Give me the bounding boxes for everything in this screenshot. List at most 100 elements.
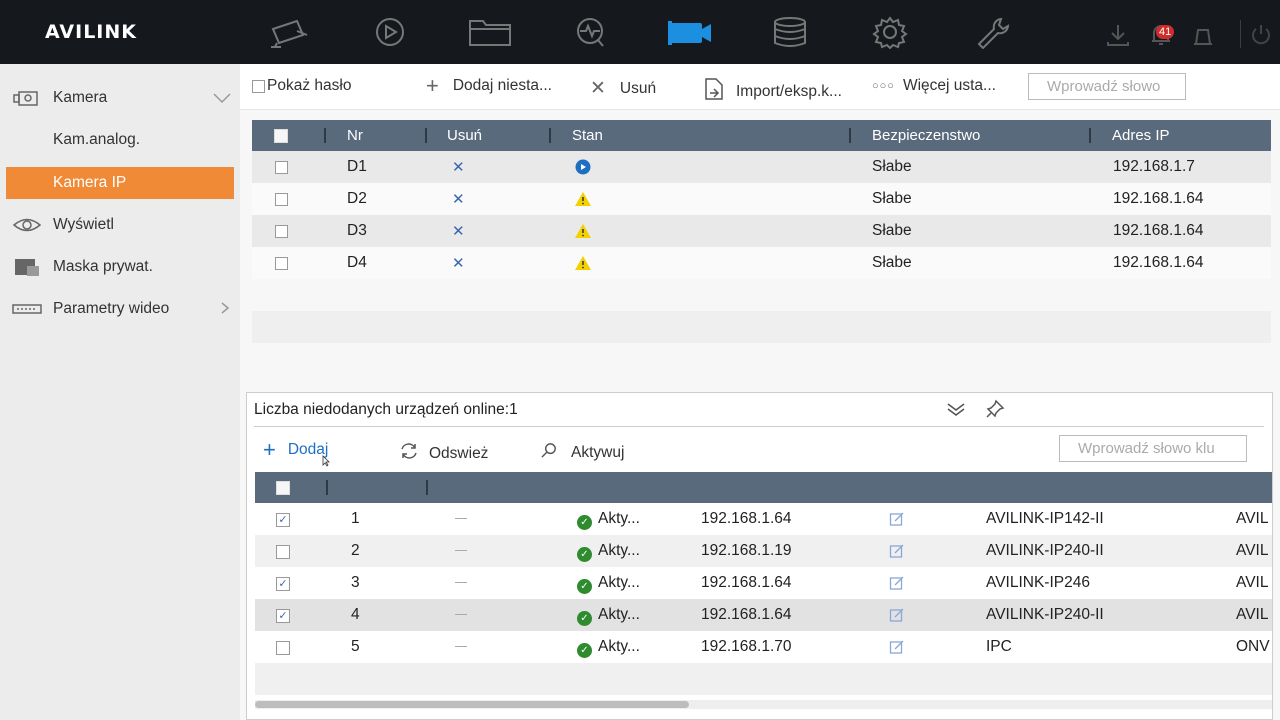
live-view-camera-icon[interactable] [262,12,318,52]
pin-icon[interactable] [985,399,1005,424]
add-device-button[interactable]: + Dodaj [263,439,329,461]
warning-icon[interactable] [574,223,592,244]
refresh-button[interactable]: Odswież [399,441,488,466]
sidebar-item-ip-camera[interactable]: Kamera IP [6,167,234,199]
delete-icon[interactable]: ✕ [452,191,465,208]
more-settings-button[interactable]: ○○○ Więcej usta... [872,77,996,95]
edit-icon[interactable] [889,511,905,527]
select-all-checkbox[interactable] [276,481,290,495]
warning-icon[interactable] [574,255,592,276]
divider [254,426,1264,427]
settings-icon[interactable] [862,12,918,52]
row-checkbox[interactable]: ✓ [276,609,290,623]
row-checkbox[interactable]: ✓ [276,513,290,527]
video-params-icon [12,298,42,320]
edit-icon[interactable] [889,639,905,655]
row-checkbox[interactable] [275,161,288,174]
row-checkbox[interactable] [275,193,288,206]
column-divider [1089,128,1091,143]
sidebar-item-video-params[interactable]: Parametry wideo [0,292,240,326]
edit-icon[interactable] [889,543,905,559]
check-icon: ✓ [577,547,592,562]
delete-button[interactable]: ✕ Usuń [590,77,656,100]
row-number: 1 [351,510,360,527]
delete-icon[interactable]: ✕ [452,223,465,240]
check-icon: ✓ [577,611,592,626]
sidebar-item-privacy-mask[interactable]: Maska prywat. [0,250,240,284]
delete-icon[interactable]: ✕ [452,159,465,176]
column-header-ip[interactable]: Adres IP [1112,127,1170,144]
security-value: Słabe [872,222,912,239]
eye-icon [12,214,42,236]
camera-management-icon[interactable] [662,12,718,52]
table-row[interactable]: D3 ✕ Słabe 192.168.1.64 [252,215,1271,247]
row-number: 2 [351,542,360,559]
table-row[interactable]: D1 ✕ Słabe 192.168.1.7 [252,151,1271,183]
row-checkbox[interactable] [275,225,288,238]
column-header-nr[interactable]: Nr [347,127,363,144]
add-label: Dodaj [287,441,329,458]
select-all-checkbox[interactable] [274,129,288,143]
edit-icon[interactable] [889,607,905,623]
empty-row [252,311,1271,343]
row-number: 3 [351,574,360,591]
search-icon [540,441,559,465]
empty-row [252,279,1271,311]
download-icon[interactable] [1105,22,1131,48]
playback-icon[interactable] [362,12,418,52]
collapse-icon[interactable] [946,401,966,422]
row-checkbox[interactable]: ✓ [276,577,290,591]
row-checkbox[interactable] [276,641,290,655]
device-model: AVILINK-IP142-II [986,510,1104,527]
table-row[interactable]: D4 ✕ Słabe 192.168.1.64 [252,247,1271,279]
table-row[interactable]: 2 ✓ Akty... 192.168.1.19 AVILINK-IP240-II… [255,535,1272,567]
add-custom-label: Dodaj niesta... [452,77,552,94]
column-header-status[interactable]: Stan [572,127,603,144]
security-value: Słabe [872,190,912,207]
row-checkbox[interactable] [275,257,288,270]
delete-icon[interactable]: ✕ [452,255,465,272]
scrollbar-thumb[interactable] [255,701,689,708]
play-status-icon[interactable] [575,159,591,180]
horizontal-scrollbar[interactable] [255,700,1272,709]
file-management-icon[interactable] [462,12,518,52]
ip-address: 192.168.1.64 [701,574,792,591]
checkbox[interactable] [252,79,265,93]
row-checkbox[interactable] [276,545,290,559]
row-number: 5 [351,638,360,655]
sidebar-item-analog-camera[interactable]: Kam.analog. [0,123,240,157]
chevron-down-icon [212,88,232,109]
top-navigation-bar: AVILINK 41 [0,0,1280,64]
import-export-button[interactable]: Import/eksp.k... [702,77,842,106]
table-row[interactable]: D2 ✕ Słabe 192.168.1.64 [252,183,1271,215]
sidebar-item-camera[interactable]: Kamera [0,81,240,115]
table-row[interactable]: ✓ 3 ✓ Akty... 192.168.1.64 AVILINK-IP246 … [255,567,1272,599]
sidebar-item-label: Kam.analog. [53,131,141,148]
power-icon[interactable] [1248,22,1274,48]
edit-icon[interactable] [889,575,905,591]
column-divider [426,480,428,495]
activate-button[interactable]: Aktywuj [540,441,624,465]
column-header-security[interactable]: Bezpieczenstwo [872,127,981,144]
lock-icon[interactable] [1190,22,1216,48]
refresh-icon [399,441,419,466]
search-input[interactable]: Wprowadź słowo [1028,73,1186,100]
table-row[interactable]: ✓ 1 ✓ Akty... 192.168.1.64 AVILINK-IP142-… [255,503,1272,535]
sidebar-item-display[interactable]: Wyświetl [0,208,240,242]
device-vendor: AVIL [1236,510,1269,527]
online-devices-table: ✓ 1 ✓ Akty... 192.168.1.64 AVILINK-IP142-… [255,472,1272,695]
storage-icon[interactable] [762,12,818,52]
warning-icon[interactable] [574,191,592,212]
table-row[interactable]: ✓ 4 ✓ Akty... 192.168.1.64 AVILINK-IP240-… [255,599,1272,631]
row-number: 4 [351,606,360,623]
smart-analysis-icon[interactable] [562,12,618,52]
main-content: Pokaż hasło + Dodaj niesta... ✕ Usuń Imp… [240,64,1280,720]
show-password-checkbox[interactable]: Pokaż hasło [252,77,351,95]
sidebar-item-label: Maska prywat. [53,258,153,275]
ip-address: 192.168.1.64 [1113,254,1204,271]
add-custom-button[interactable]: + Dodaj niesta... [426,75,552,97]
column-header-delete[interactable]: Usuń [447,127,483,144]
device-search-input[interactable]: Wprowadź słowo klu [1059,435,1247,462]
table-row[interactable]: 5 ✓ Akty... 192.168.1.70 IPC ONV [255,631,1272,663]
maintenance-icon[interactable] [962,12,1018,52]
